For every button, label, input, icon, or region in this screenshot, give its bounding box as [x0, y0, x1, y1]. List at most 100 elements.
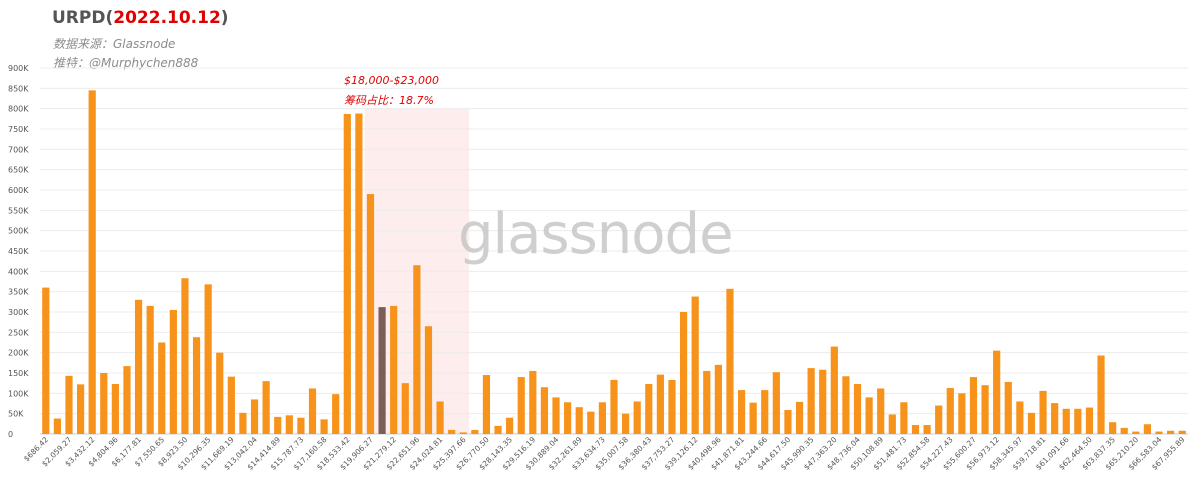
bar: [842, 376, 850, 434]
bar: [1097, 355, 1105, 434]
bar: [123, 366, 131, 434]
y-tick-label: 550K: [8, 206, 29, 215]
bar: [204, 284, 212, 434]
y-tick-label: 600K: [8, 186, 29, 195]
bar: [900, 402, 908, 434]
bar: [1109, 422, 1117, 434]
bar: [1120, 427, 1128, 434]
bar: [482, 375, 491, 434]
bar: [981, 385, 989, 434]
bar: [274, 416, 282, 434]
bar: [645, 383, 653, 434]
bar: [506, 417, 514, 434]
bar: [853, 383, 862, 434]
bar: [761, 390, 769, 434]
bar: [540, 387, 549, 434]
bar: [239, 412, 247, 434]
y-tick-label: 100K: [8, 389, 29, 398]
bar: [865, 397, 873, 434]
bar: [935, 405, 943, 434]
bar: [390, 305, 398, 434]
bar: [146, 305, 154, 434]
bar: [622, 413, 630, 434]
bar: [1178, 430, 1186, 434]
bar: [378, 307, 386, 434]
bar: [784, 410, 792, 434]
bar: [250, 399, 259, 434]
bar: [308, 388, 317, 434]
y-tick-label: 850K: [8, 84, 29, 93]
bar: [691, 296, 699, 434]
y-tick-label: 800K: [8, 105, 29, 114]
bar: [679, 312, 688, 434]
bar: [714, 364, 722, 434]
bar: [158, 342, 166, 434]
chart-title: URPD(2022.10.12): [52, 8, 229, 28]
bar: [726, 288, 734, 434]
bar: [459, 432, 467, 434]
bar: [76, 384, 85, 434]
bar: [1027, 412, 1036, 434]
bar: [1085, 407, 1094, 434]
bar: [575, 407, 583, 434]
bar: [111, 383, 119, 434]
twitter-subtitle: 推特：@Murphychen888: [53, 56, 199, 70]
title-prefix: URPD(: [52, 8, 114, 28]
bar: [633, 401, 641, 434]
bar: [946, 388, 954, 434]
bar: [830, 346, 838, 434]
bar: [529, 370, 537, 434]
bar: [181, 278, 189, 434]
bar: [1143, 424, 1152, 434]
bar: [795, 401, 804, 434]
bar: [1155, 431, 1163, 434]
bar: [343, 113, 351, 434]
bar: [471, 429, 479, 434]
glassnode-watermark: glassnode: [458, 202, 734, 267]
source-subtitle: 数据来源：Glassnode: [53, 37, 176, 51]
bar: [517, 377, 525, 434]
bar: [169, 309, 177, 434]
bar: [772, 372, 780, 434]
bar: [1016, 401, 1024, 434]
bar: [819, 369, 827, 434]
bar: [65, 375, 73, 434]
bar: [552, 397, 560, 434]
bar: [100, 373, 108, 434]
bar: [320, 419, 328, 434]
bar: [993, 350, 1001, 434]
bar: [88, 90, 96, 434]
bar: [969, 377, 978, 434]
bar: [216, 352, 224, 434]
bar: [436, 401, 444, 434]
y-tick-label: 450K: [8, 247, 29, 256]
highlight-share-label: 筹码占比：18.7%: [344, 94, 434, 107]
bar: [53, 418, 61, 434]
bar: [494, 425, 502, 434]
bar: [807, 368, 815, 434]
highlight-range-label: $18,000-$23,000: [344, 74, 439, 87]
bar: [668, 379, 676, 434]
y-tick-label: 750K: [8, 125, 29, 134]
bar: [134, 299, 143, 434]
y-tick-label: 150K: [8, 369, 29, 378]
bar: [656, 374, 664, 434]
bar: [610, 379, 618, 434]
bar: [285, 415, 293, 434]
bar: [564, 402, 572, 434]
y-tick-label: 500K: [8, 227, 29, 236]
y-tick-label: 200K: [8, 349, 29, 358]
title-suffix: ): [220, 8, 229, 28]
bar: [1039, 390, 1047, 434]
bar: [877, 388, 885, 434]
y-tick-label: 400K: [8, 267, 29, 276]
title-date: 2022.10.12: [113, 8, 221, 28]
bar: [448, 429, 456, 434]
bar: [355, 113, 363, 435]
y-tick-label: 0: [8, 430, 13, 439]
y-tick-label: 900K: [8, 64, 29, 73]
bar: [1132, 431, 1140, 434]
bar: [401, 383, 409, 434]
bar: [366, 194, 375, 434]
bar: [1004, 381, 1012, 434]
